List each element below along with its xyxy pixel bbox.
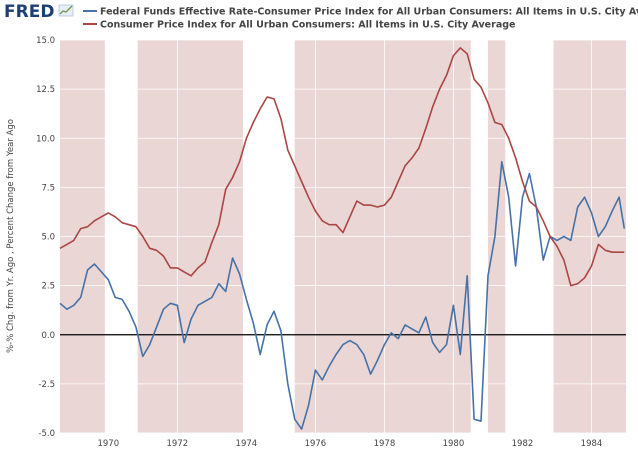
x-tick-label: 1982 bbox=[512, 439, 534, 449]
x-tick-label: 1984 bbox=[581, 439, 603, 449]
x-tick-label: 1974 bbox=[236, 439, 258, 449]
y-tick-label: 0.0 bbox=[41, 331, 55, 341]
legend-entry-cpi[interactable]: Consumer Price Index for All Urban Consu… bbox=[83, 20, 515, 31]
y-tick-label: 12.5 bbox=[36, 85, 55, 95]
y-tick-label: 15.0 bbox=[36, 36, 55, 46]
series-line-cpi bbox=[59, 47, 625, 287]
plot-area bbox=[59, 39, 626, 434]
series-line-fedfunds-minus-cpi bbox=[59, 161, 626, 430]
y-tick-label: -5.0 bbox=[38, 429, 55, 439]
y-tick-label: 2.5 bbox=[41, 282, 55, 292]
x-tick-label: 1980 bbox=[443, 439, 465, 449]
y-tick-label: 10.0 bbox=[36, 134, 55, 144]
x-tick-label: 1976 bbox=[305, 439, 327, 449]
fred-logo[interactable]: FRED bbox=[4, 2, 74, 22]
legend-label-cpi: Consumer Price Index for All Urban Consu… bbox=[100, 20, 515, 31]
y-tick-label: -2.5 bbox=[38, 380, 55, 390]
x-tick-label: 1978 bbox=[374, 439, 396, 449]
y-axis-title: %-% Chg. from Yr. Ago , Percent Change f… bbox=[6, 119, 16, 353]
chart-trend-icon bbox=[58, 4, 74, 17]
legend-label-fedfunds-minus-cpi: Federal Funds Effective Rate-Consumer Pr… bbox=[100, 7, 638, 18]
legend-entry-fedfunds-minus-cpi[interactable]: Federal Funds Effective Rate-Consumer Pr… bbox=[83, 7, 638, 18]
x-tick-label: 1970 bbox=[97, 439, 119, 449]
x-axis: 1970 1972 1974 1976 1978 1980 1982 1984 bbox=[97, 439, 602, 449]
legend: Federal Funds Effective Rate-Consumer Pr… bbox=[83, 7, 638, 31]
x-tick-label: 1972 bbox=[167, 439, 189, 449]
y-axis: -5.0 -2.5 0.0 2.5 5.0 7.5 10.0 12.5 15.0 bbox=[36, 36, 55, 439]
y-tick-label: 5.0 bbox=[41, 233, 55, 243]
y-tick-label: 7.5 bbox=[41, 183, 55, 193]
fred-logo-text: FRED bbox=[4, 2, 54, 22]
